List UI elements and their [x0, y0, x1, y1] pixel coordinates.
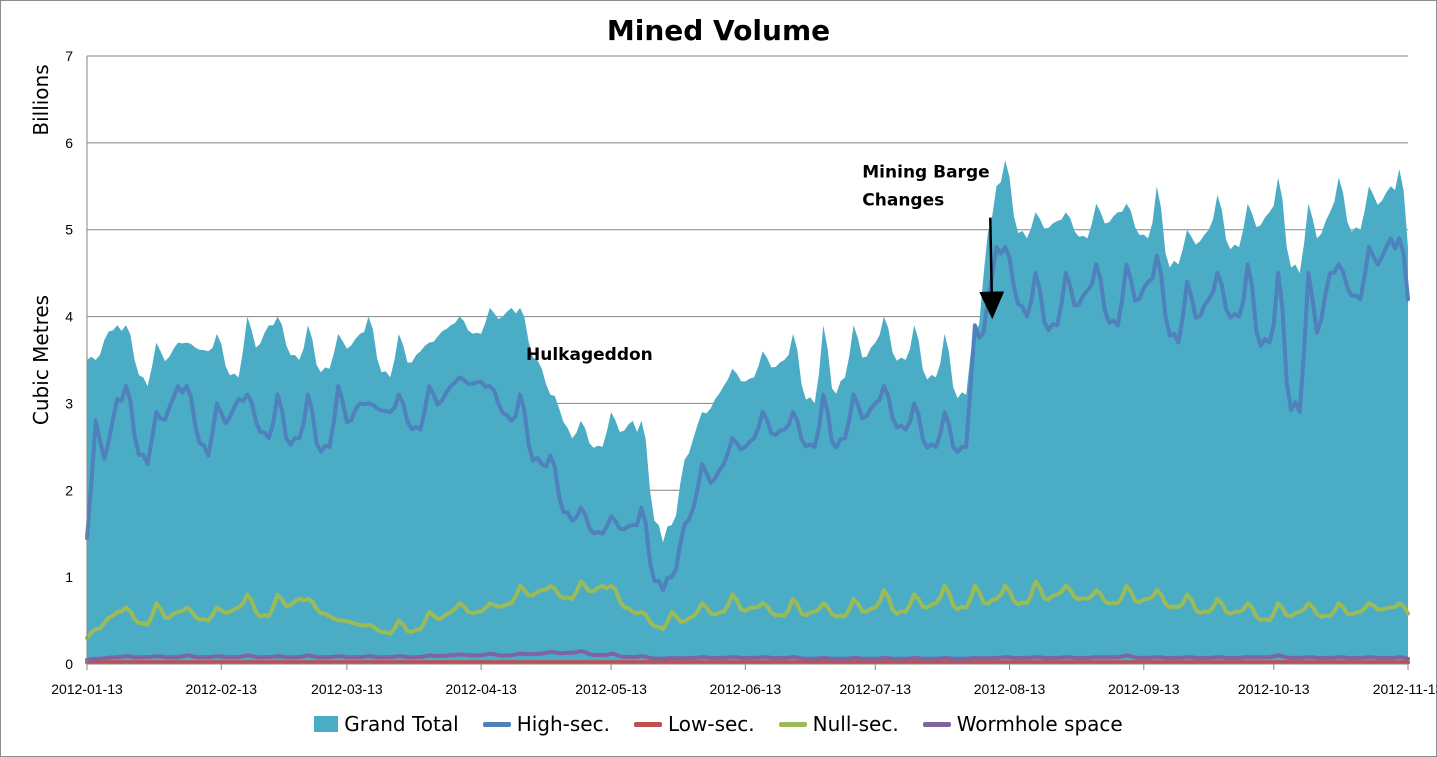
annotation-arrow	[979, 217, 1005, 320]
axes	[86, 56, 1409, 670]
annotation-mining-barge-line2: Changes	[862, 191, 944, 211]
legend-item-high-sec: High-sec.	[482, 712, 610, 736]
x-tick-label-1: 2012-02-13	[185, 681, 257, 697]
legend-swatch-low-sec	[633, 721, 662, 727]
annotation-mining-barge-line1: Mining Barge	[862, 163, 989, 183]
legend-swatch-null-sec	[778, 721, 807, 727]
y-tick-label-0: 0	[65, 656, 73, 672]
y-tick-label-2: 2	[65, 482, 73, 498]
y-tick-label-4: 4	[65, 309, 73, 325]
x-tick-label-7: 2012-08-13	[974, 681, 1046, 697]
y-axis-unit-label: Billions	[29, 64, 53, 135]
series-line-wormhole-space	[85, 649, 1410, 662]
legend-item-null-sec: Null-sec.	[778, 712, 899, 736]
legend-label-null-sec: Null-sec.	[812, 712, 899, 736]
annotations: Hulkageddon Mining Barge Changes	[526, 163, 1005, 365]
area-series-layer	[87, 160, 1408, 664]
y-axis-label: Cubic Metres	[29, 295, 53, 425]
y-tick-label-7: 7	[65, 48, 73, 64]
x-tick-label-8: 2012-09-13	[1108, 681, 1180, 697]
legend-swatch-wormhole-space	[922, 721, 951, 727]
y-tick-label-1: 1	[65, 569, 73, 585]
y-tick-label-3: 3	[65, 395, 73, 411]
x-tick-label-10: 2012-11-13	[1373, 681, 1437, 697]
series-area-grand-total	[87, 160, 1408, 664]
legend-label-grand-total: Grand Total	[344, 712, 459, 736]
series-line-high-sec	[85, 236, 1410, 593]
legend-swatch-grand-total	[314, 716, 339, 732]
x-tick-label-6: 2012-07-13	[839, 681, 911, 697]
legend-swatch-high-sec	[482, 721, 511, 727]
legend-item-low-sec: Low-sec.	[633, 712, 755, 736]
x-tick-label-4: 2012-05-13	[575, 681, 647, 697]
legend-label-high-sec: High-sec.	[516, 712, 610, 736]
series-line-null-sec	[85, 579, 1410, 640]
annotation-hulkageddon: Hulkageddon	[526, 345, 653, 365]
x-tick-label-0: 2012-01-13	[51, 681, 123, 697]
x-tick-label-2: 2012-03-13	[311, 681, 383, 697]
x-tick-label-9: 2012-10-13	[1238, 681, 1310, 697]
y-tick-label-5: 5	[65, 222, 73, 238]
x-tick-label-3: 2012-04-13	[445, 681, 517, 697]
tick-labels: 0 1 2 3 4 5 6 7 2012-01-13 2012-02-13 2012-03-13 20…	[51, 48, 1437, 697]
y-tick-label-6: 6	[65, 135, 73, 151]
legend-item-grand-total: Grand Total	[314, 712, 459, 736]
legend: Grand Total High-sec. Low-sec. Null-sec.…	[0, 712, 1437, 736]
legend-label-wormhole-space: Wormhole space	[956, 712, 1123, 736]
legend-item-wormhole-space: Wormhole space	[922, 712, 1123, 736]
line-series-layer	[85, 236, 1410, 665]
legend-label-low-sec: Low-sec.	[667, 712, 755, 736]
x-tick-label-5: 2012-06-13	[710, 681, 782, 697]
chart-title: Mined Volume	[606, 14, 831, 47]
